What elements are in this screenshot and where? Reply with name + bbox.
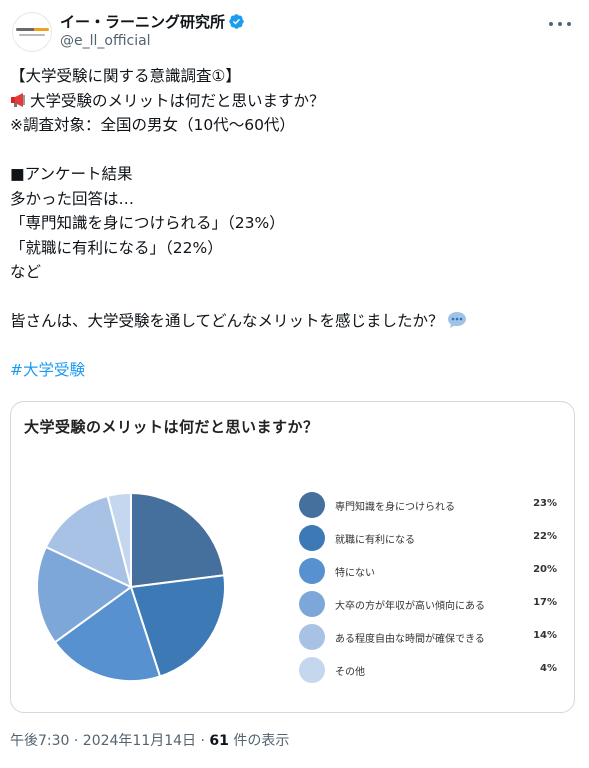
verified-badge-icon [229, 14, 244, 29]
legend-label: 特にない [335, 568, 375, 579]
tweet-line: 「就職に有利になる」（22%） [10, 238, 223, 257]
legend-label: 大卒の方が年収が高い傾向にある [335, 601, 485, 612]
data-label: 22% [533, 531, 557, 542]
pie-slice [44, 494, 133, 589]
legend-item: 就職に有利になる 22% [299, 523, 569, 556]
pie-slice [130, 491, 226, 589]
pie-slice [129, 574, 226, 678]
legend-swatch [299, 492, 325, 518]
avatar[interactable] [12, 12, 52, 52]
tweet-line: 【大学受験に関する意識調査①】 [10, 67, 241, 85]
legend-label: 就職に有利になる [335, 535, 415, 546]
legend-label: ある程度自由な時間が確保できる [335, 634, 485, 645]
tweet-line-blank [10, 334, 580, 359]
data-label: 4% [540, 663, 557, 674]
tweet-line-blank [10, 285, 580, 310]
chart-title: 大学受験のメリットは何だと思いますか？ [24, 418, 319, 436]
legend-item: 専門知識を身につけられる 23% [299, 490, 569, 523]
legend-swatch [299, 657, 325, 683]
speech-bubble-icon [447, 312, 466, 328]
tweet-line: など [10, 263, 42, 281]
data-label: 14% [533, 630, 557, 641]
megaphone-icon [11, 92, 25, 107]
pie-chart [36, 491, 226, 682]
view-count-suffix: 件の表示 [228, 733, 290, 749]
display-name-text[interactable]: イー・ラーニング研究所 [60, 13, 226, 31]
tweet-line: 大学受験のメリットは何だと思いますか？ [30, 91, 325, 110]
legend-swatch [299, 525, 325, 551]
tweet-line-blank [10, 138, 580, 163]
pie-slice [36, 545, 133, 644]
tweet-text: 【大学受験に関する意識調査①】 大学受験のメリットは何だと思いますか？ ※調査対… [10, 64, 580, 383]
view-count: 61 [209, 733, 229, 749]
legend-swatch [299, 591, 325, 617]
logo-mark-sub [19, 34, 45, 36]
data-label: 20% [533, 564, 557, 575]
legend-item: その他 4% [299, 655, 569, 688]
data-label: 23% [533, 498, 557, 509]
tweet-meta: 午後7:30 · 2024年11月14日 · 61 件の表示 [10, 730, 289, 750]
tweet-line: ※調査対象：全国の男女（10代〜60代） [10, 116, 295, 134]
tweet-line: 「専門知識を身につけられる」（23%） [10, 214, 285, 232]
tweet-line: 皆さんは、大学受験を通してどんなメリットを感じましたか？ [10, 312, 444, 330]
tweet-header: イー・ラーニング研究所 @e_ll_official [0, 0, 589, 64]
chart-card[interactable]: 大学受験のメリットは何だと思いますか？ 専門知識を身につけられる 23% 就職に有利… [10, 401, 575, 713]
legend-swatch [299, 624, 325, 650]
legend-item: 大卒の方が年収が高い傾向にある 17% [299, 589, 569, 622]
legend-label: その他 [335, 667, 365, 678]
hashtag-link[interactable]: #大学受験 [10, 361, 85, 379]
more-options-icon[interactable] [549, 14, 571, 34]
pie-slice [53, 585, 162, 682]
account-handle[interactable]: @e_ll_official [60, 33, 151, 49]
chart-legend: 専門知識を身につけられる 23% 就職に有利になる 22% 特にない 20% 大卒の方が年収… [299, 490, 569, 688]
display-name[interactable]: イー・ラーニング研究所 [60, 12, 245, 32]
legend-swatch [299, 558, 325, 584]
legend-label: 専門知識を身につけられる [335, 502, 455, 513]
legend-item: ある程度自由な時間が確保できる 14% [299, 622, 569, 655]
tweet-line: 多かった回答は… [10, 189, 135, 208]
tweet-line-with-icon: 皆さんは、大学受験を通してどんなメリットを感じましたか？ [10, 309, 580, 334]
data-label: 17% [533, 597, 557, 608]
pie-slice [106, 491, 132, 588]
tweet-timestamp[interactable]: 午後7:30 · 2024年11月14日 · [10, 733, 210, 749]
tweet-line-with-icon: 大学受験のメリットは何だと思いますか？ [10, 89, 580, 114]
legend-item: 特にない 20% [299, 556, 569, 589]
tweet-line: ■アンケート結果 [10, 165, 133, 183]
logo-mark [16, 28, 49, 31]
